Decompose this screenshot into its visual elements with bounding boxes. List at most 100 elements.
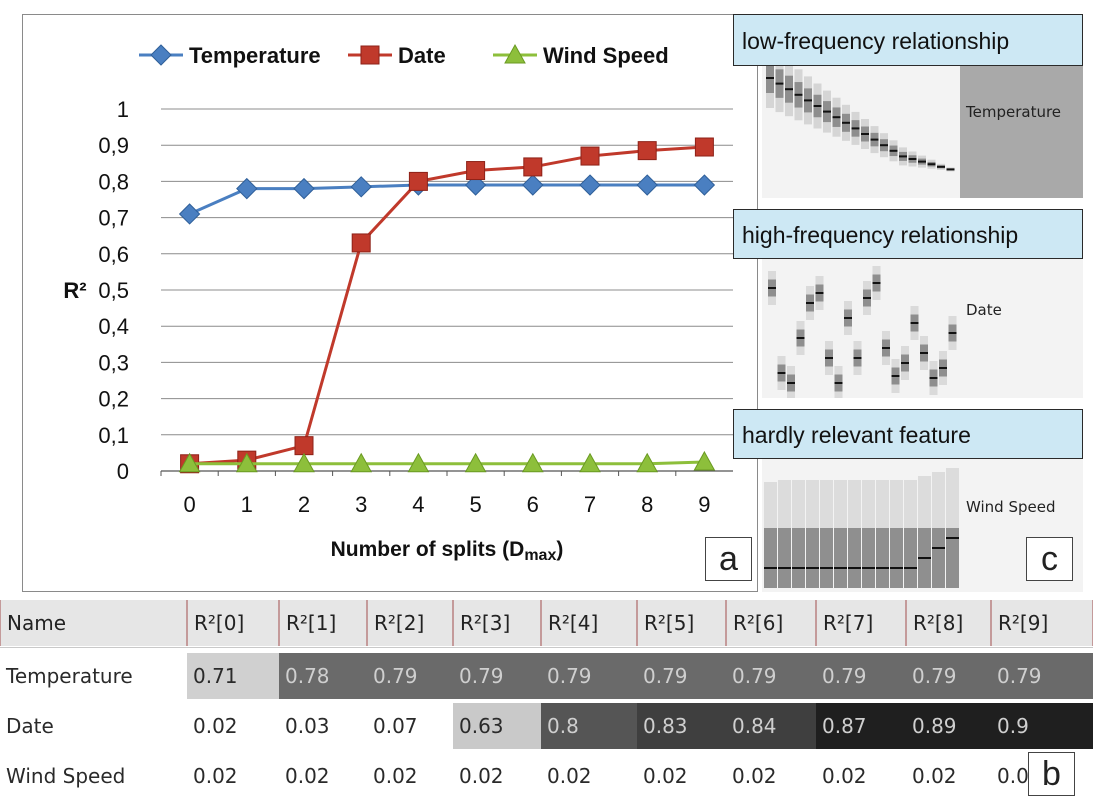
data-point-temperature xyxy=(636,174,658,196)
thumbnail-box-inner xyxy=(848,528,861,588)
table-cell-value: 0.79 xyxy=(906,653,991,699)
data-point-date xyxy=(466,161,486,181)
thumbnail-median xyxy=(825,357,833,359)
data-point-temperature xyxy=(293,177,315,200)
table-row-name: Temperature xyxy=(6,664,133,688)
thumbnail-highlight-block xyxy=(960,58,1083,198)
thumbnail-median xyxy=(932,547,945,549)
thumbnail-median xyxy=(806,302,814,304)
data-point-temperature xyxy=(178,203,201,225)
table-cell-value: 0.07 xyxy=(373,714,418,738)
legend-marker-temperature xyxy=(150,44,172,66)
line-chart: 0 0,1 0,2 0,3 0,4 0,5 0,6 0,7 0,8 0,9 1 0 1 2 3 4 5 6 7 8 9 R… xyxy=(63,43,733,564)
thumbnail-median xyxy=(804,99,812,102)
table-cell-value: 0.79 xyxy=(991,653,1093,699)
table-cell-value: 0.84 xyxy=(726,703,816,749)
y-axis-label: R² xyxy=(63,278,86,303)
table-cell-value: 0.9 xyxy=(991,703,1093,749)
table-cell-value: 0.02 xyxy=(547,764,592,788)
thumbnail-median xyxy=(937,165,945,168)
data-point-temperature xyxy=(236,177,258,200)
table-cell-value: 0.83 xyxy=(637,703,726,749)
x-tick-label: 6 xyxy=(527,492,539,517)
data-point-date xyxy=(523,157,543,177)
thumbnail-median xyxy=(820,567,833,569)
thumbnail-date: Date xyxy=(762,258,1083,398)
table-header-r2: R²[5] xyxy=(637,600,726,646)
thumbnail-median xyxy=(880,144,888,147)
table-cell-value: 0.02 xyxy=(285,764,330,788)
thumbnail-box-inner xyxy=(806,528,819,588)
thumbnail-median xyxy=(939,367,947,369)
thumbnail-median xyxy=(908,158,917,160)
thumbnail-median xyxy=(918,160,926,163)
data-point-wind-speed xyxy=(178,452,201,473)
thumbnail-median xyxy=(876,567,889,569)
data-point-wind-speed xyxy=(464,452,487,473)
thumbnail-median xyxy=(775,82,784,85)
thumbnail-median xyxy=(946,168,955,171)
legend-label-date: Date xyxy=(398,43,446,68)
thumbnail-median xyxy=(842,121,850,124)
thumbnail-median xyxy=(794,93,803,96)
thumbnail-label-date: Date xyxy=(966,301,1002,319)
chart-panel: 0 0,1 0,2 0,3 0,4 0,5 0,6 0,7 0,8 0,9 1 0 1 2 3 4 5 6 7 8 9 R… xyxy=(22,14,758,592)
thumbnail-median xyxy=(851,127,860,130)
data-point-date xyxy=(694,137,714,157)
thumbnail-median xyxy=(768,287,776,289)
thumbnail-median xyxy=(787,382,795,384)
data-point-temperature xyxy=(522,174,544,196)
y-tick-label: 0,8 xyxy=(98,169,129,194)
table-header-divider xyxy=(0,647,1093,648)
table-header-r2: R²[3] xyxy=(453,600,541,646)
data-point-date xyxy=(637,141,657,161)
table-cell-value: 0.02 xyxy=(373,764,418,788)
table-header-name: Name xyxy=(0,600,187,646)
y-tick-label: 0,1 xyxy=(98,423,129,448)
table-header-r2: R²[7] xyxy=(816,600,906,646)
data-point-wind-speed xyxy=(235,452,258,473)
table-cell-value: 0.79 xyxy=(453,653,541,699)
thumbnail-median xyxy=(882,347,890,349)
thumbnail-box-inner xyxy=(834,528,847,588)
table-cell-value: 0.71 xyxy=(187,653,279,699)
thumbnail-box-inner xyxy=(932,528,945,588)
thumbnail-median xyxy=(861,133,869,135)
table-cell-value: 0.79 xyxy=(367,653,453,699)
table-cell-value: 0.0 xyxy=(997,764,1029,788)
data-point-date xyxy=(294,436,314,456)
table-cell-value: 0.8 xyxy=(541,703,637,749)
table-cell-value: 0.02 xyxy=(643,764,688,788)
table-cell-value: 0.79 xyxy=(726,653,816,699)
legend-label-wind-speed: Wind Speed xyxy=(543,43,669,68)
thumbnail-median xyxy=(844,317,852,319)
x-tick-label: 8 xyxy=(641,492,653,517)
table-cell-value: 0.63 xyxy=(453,703,541,749)
thumbnail-median xyxy=(920,352,928,354)
thumbnail-label-wind-speed: Wind Speed xyxy=(966,498,1056,516)
callout-low-frequency: low-frequency relationship xyxy=(733,14,1083,66)
table-cell-value: 0.03 xyxy=(285,714,330,738)
x-tick-label: 0 xyxy=(183,492,195,517)
table-cell-value: 0.89 xyxy=(906,703,991,749)
thumbnail-median xyxy=(777,372,786,374)
thumbnail-box-inner xyxy=(890,528,903,588)
thumbnail-median xyxy=(823,110,831,113)
thumbnail-median xyxy=(834,382,843,384)
thumbnail-median xyxy=(785,88,793,91)
thumbnail-median xyxy=(904,567,917,569)
x-tick-label: 7 xyxy=(584,492,596,517)
thumbnail-box-inner xyxy=(862,528,875,588)
data-point-wind-speed xyxy=(293,452,315,473)
table-header-r2: R²[0] xyxy=(187,600,279,646)
x-axis-label: Number of splits (Dmax) xyxy=(331,538,564,564)
x-tick-label: 2 xyxy=(298,492,310,517)
thumbnail-median xyxy=(927,163,936,166)
thumbnail-box-inner xyxy=(764,528,777,588)
series-line-temperature xyxy=(188,183,705,216)
x-tick-label: 5 xyxy=(469,492,481,517)
thumbnail-median xyxy=(853,357,862,359)
table-row-name: Date xyxy=(6,714,54,738)
thumbnail-median xyxy=(918,557,931,559)
data-point-wind-speed xyxy=(407,452,430,473)
